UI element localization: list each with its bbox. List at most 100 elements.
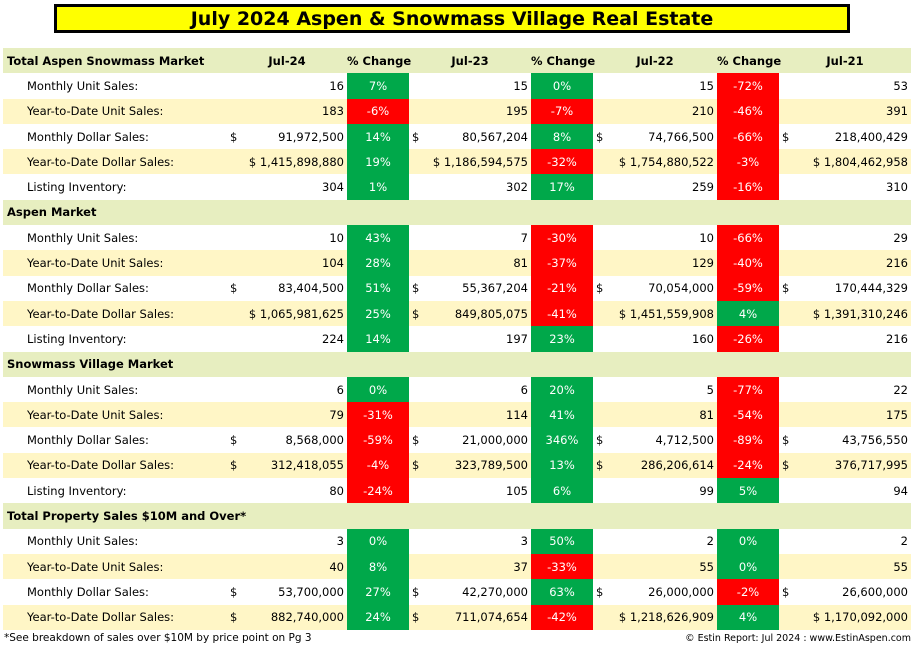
value-cell: 302 [409, 174, 531, 200]
value-cell: 3 [227, 528, 347, 554]
percent-change-cell: 43% [347, 225, 409, 251]
value-cell: 160 [593, 326, 717, 352]
value-cell: 37 [409, 553, 531, 580]
row-label: Monthly Unit Sales: [3, 376, 227, 403]
row-label: Monthly Unit Sales: [3, 73, 227, 99]
value-cell: $170,444,329 [779, 275, 911, 301]
table-row: Listing Inventory: 304 1% 302 17% 259 -16% 310 [3, 174, 911, 200]
report-title-banner: July 2024 Aspen & Snowmass Village Real … [54, 4, 850, 33]
percent-change-cell: 14% [347, 123, 409, 150]
percent-change-cell: 19% [347, 149, 409, 175]
row-label: Monthly Dollar Sales: [3, 123, 227, 150]
column-header: Jul-24 [227, 48, 347, 74]
value-cell: 2 [593, 528, 717, 554]
percent-change-cell: -40% [717, 250, 779, 276]
percent-change-cell: -66% [717, 123, 779, 150]
percent-change-cell: -41% [531, 300, 593, 327]
percent-change-cell: -89% [717, 427, 779, 453]
value-cell: 55 [779, 553, 911, 580]
value-cell: 6 [227, 376, 347, 403]
value-cell: $849,805,075 [409, 300, 531, 327]
row-label: Year-to-Date Dollar Sales: [3, 300, 227, 327]
value-cell: 55 [593, 553, 717, 580]
table-row: Monthly Dollar Sales: $8,568,000 -59% $21,0… [3, 427, 911, 453]
footer-note: *See breakdown of sales over $10M by pri… [4, 632, 312, 644]
value-cell: 104 [227, 250, 347, 276]
percent-change-cell: 4% [717, 300, 779, 327]
value-cell: 22 [779, 376, 911, 403]
value-cell: $80,567,204 [409, 123, 531, 150]
value-cell: $ 1,415,898,880 [227, 149, 347, 175]
table-row: Year-to-Date Unit Sales: 104 28% 81 -37% 129-… [3, 250, 911, 276]
value-cell: $ 1,218,626,909 [593, 604, 717, 630]
table-row: Year-to-Date Dollar Sales: $882,740,000 24… [3, 604, 911, 630]
table-row: Monthly Unit Sales: 3 0% 3 50% 2 0% 2 [3, 528, 911, 554]
value-cell: $ 1,065,981,625 [227, 300, 347, 327]
percent-change-cell: 63% [531, 579, 593, 605]
percent-change-cell: -16% [717, 174, 779, 200]
row-label: Year-to-Date Unit Sales: [3, 553, 227, 580]
value-cell: 29 [779, 225, 911, 251]
table-row: Year-to-Date Dollar Sales: $312,418,055 -4… [3, 452, 911, 479]
percent-change-cell: -24% [717, 452, 779, 479]
value-cell: $53,700,000 [227, 579, 347, 605]
table-row: Year-to-Date Unit Sales: 79 -31% 114 41% 81 -5… [3, 402, 911, 428]
percent-change-cell: 4% [717, 604, 779, 630]
column-header: Jul-21 [779, 48, 911, 74]
value-cell: 81 [593, 402, 717, 428]
value-cell: $42,270,000 [409, 579, 531, 605]
value-cell: 259 [593, 174, 717, 200]
percent-change-cell: 6% [531, 478, 593, 504]
value-cell: $4,712,500 [593, 427, 717, 453]
row-label: Year-to-Date Unit Sales: [3, 98, 227, 124]
percent-change-cell: 13% [531, 452, 593, 479]
value-cell: 114 [409, 402, 531, 428]
percent-change-cell: 0% [717, 553, 779, 580]
column-header: % Change [531, 48, 595, 74]
row-label: Monthly Unit Sales: [3, 528, 227, 554]
value-cell: 391 [779, 98, 911, 124]
percent-change-cell: -42% [531, 604, 593, 630]
value-cell: 79 [227, 402, 347, 428]
value-cell: $286,206,614 [593, 452, 717, 479]
column-header: Jul-23 [409, 48, 531, 74]
footer-credit: © Estin Report: Jul 2024 : www.EstinAspe… [685, 633, 911, 644]
value-cell: 40 [227, 553, 347, 580]
section-row: Aspen Market [3, 199, 911, 226]
table-row: Listing Inventory: 224 14% 197 23% 160 -26% 216 [3, 326, 911, 352]
table-row: Year-to-Date Dollar Sales: $ 1,065,981,62… [3, 300, 911, 327]
value-cell: 94 [779, 478, 911, 504]
value-cell: $8,568,000 [227, 427, 347, 453]
value-cell: 81 [409, 250, 531, 276]
value-cell: $83,404,500 [227, 275, 347, 301]
percent-change-cell: -59% [717, 275, 779, 301]
table-row: Monthly Unit Sales: 16 7% 15 0% 15 -72% 53 [3, 73, 911, 99]
value-cell: 10 [593, 225, 717, 251]
value-cell: 310 [779, 174, 911, 200]
value-cell: $26,600,000 [779, 579, 911, 605]
value-cell: 2 [779, 528, 911, 554]
percent-change-cell: 8% [347, 553, 409, 580]
percent-change-cell: -59% [347, 427, 409, 453]
value-cell: $312,418,055 [227, 452, 347, 479]
percent-change-cell: -37% [531, 250, 593, 276]
percent-change-cell: -72% [717, 73, 779, 99]
header-row: Total Aspen Snowmass Market Jul-24% Chang… [3, 48, 911, 74]
row-label: Listing Inventory: [3, 174, 227, 200]
value-cell: 10 [227, 225, 347, 251]
table-row: Listing Inventory: 80 -24% 105 6% 99 5% 94 [3, 478, 911, 504]
value-cell: $43,756,550 [779, 427, 911, 453]
percent-change-cell: 1% [347, 174, 409, 200]
value-cell: 105 [409, 478, 531, 504]
value-cell: $ 1,804,462,958 [779, 149, 911, 175]
percent-change-cell: 25% [347, 300, 409, 327]
table-row: Monthly Dollar Sales: $91,972,500 14% $80,5… [3, 123, 911, 150]
value-cell: 195 [409, 98, 531, 124]
value-cell: 15 [593, 73, 717, 99]
value-cell: 15 [409, 73, 531, 99]
value-cell: 197 [409, 326, 531, 352]
table-row: Monthly Unit Sales: 6 0% 6 20% 5 -77% 22 [3, 376, 911, 403]
value-cell: $ 1,391,310,246 [779, 300, 911, 327]
value-cell: 216 [779, 250, 911, 276]
section-heading: Aspen Market [3, 199, 911, 226]
